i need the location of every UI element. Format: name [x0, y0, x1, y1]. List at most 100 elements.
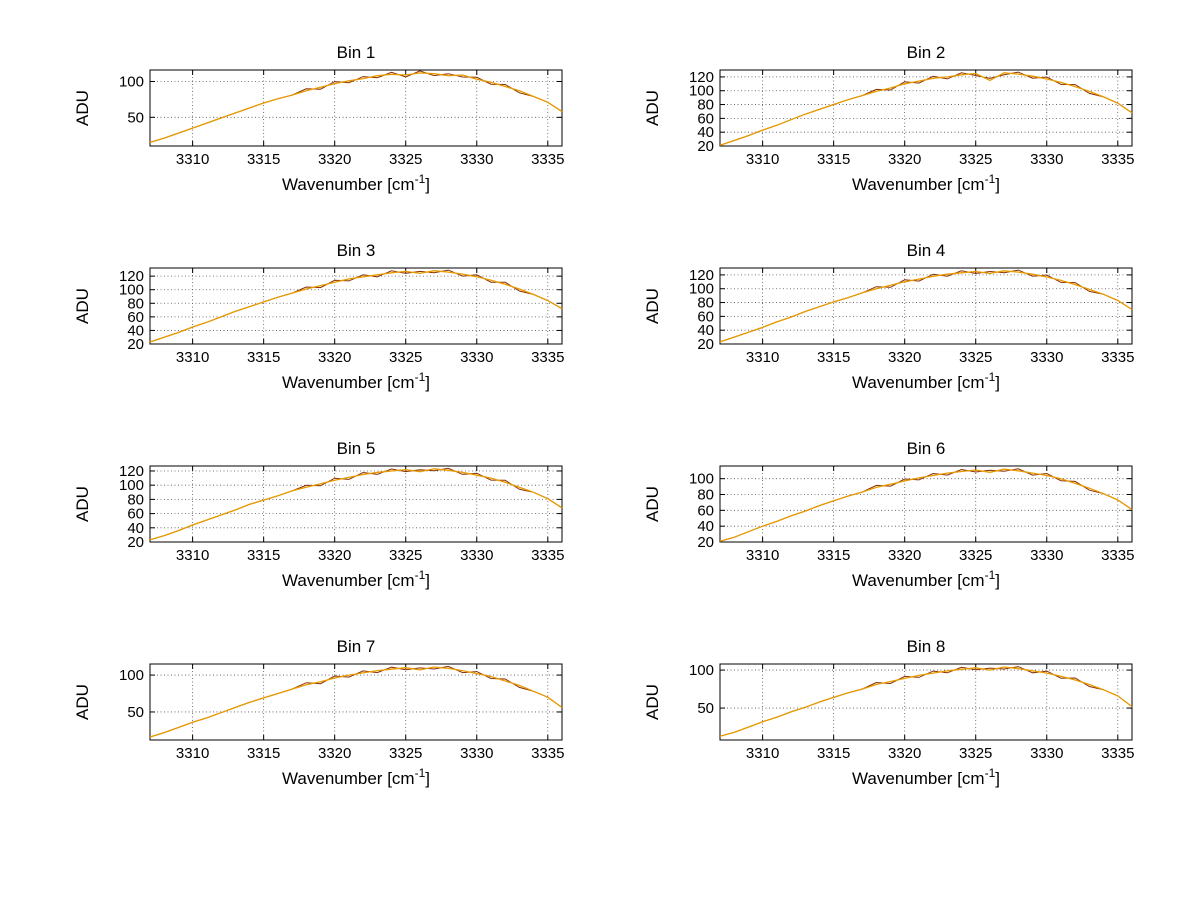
- raw-series-line: [149, 467, 563, 541]
- x-tick-label: 3325: [959, 745, 992, 762]
- y-tick-label: 80: [697, 295, 714, 312]
- y-axis-label: ADU: [643, 288, 662, 324]
- y-tick-label: 100: [119, 73, 144, 90]
- y-tick-label: 40: [127, 322, 144, 339]
- y-tick-label: 20: [127, 534, 144, 551]
- plot-title: Bin 3: [337, 241, 376, 260]
- y-tick-label: 100: [689, 471, 714, 488]
- y-tick-label: 120: [119, 268, 144, 285]
- series-line: [719, 468, 1133, 542]
- x-axis-label: Wavenumber [cm-1]: [852, 172, 1000, 194]
- x-tick-label: 3315: [247, 745, 280, 762]
- x-tick-label: 3325: [959, 151, 992, 168]
- x-tick-label: 3320: [318, 547, 351, 564]
- x-tick-label: 3315: [247, 151, 280, 168]
- y-tick-label: 20: [697, 138, 714, 155]
- x-tick-label: 3320: [888, 547, 921, 564]
- x-tick-label: 3325: [389, 151, 422, 168]
- x-tick-label: 3325: [389, 745, 422, 762]
- series-line: [149, 666, 563, 738]
- x-axis-label: Wavenumber [cm-1]: [852, 370, 1000, 392]
- plot-box: [149, 69, 563, 147]
- x-tick-label: 3310: [176, 547, 209, 564]
- x-tick-label: 3330: [460, 745, 493, 762]
- x-axis-label: Wavenumber [cm-1]: [282, 172, 430, 194]
- y-tick-label: 120: [119, 463, 144, 480]
- plot-title: Bin 8: [907, 637, 946, 656]
- series-line: [149, 270, 563, 343]
- y-axis-label: ADU: [73, 684, 92, 720]
- plot-title: Bin 2: [907, 43, 946, 62]
- x-tick-label: 3330: [1030, 349, 1063, 366]
- y-tick-label: 120: [689, 267, 714, 284]
- y-axis-label: ADU: [643, 684, 662, 720]
- y-tick-label: 40: [697, 518, 714, 535]
- x-tick-label: 3335: [531, 745, 564, 762]
- y-tick-label: 50: [127, 109, 144, 126]
- x-tick-label: 3330: [460, 349, 493, 366]
- series-line: [149, 72, 563, 144]
- x-tick-label: 3330: [1030, 745, 1063, 762]
- y-tick-label: 100: [689, 662, 714, 679]
- x-tick-label: 3315: [247, 349, 280, 366]
- x-tick-label: 3330: [460, 547, 493, 564]
- x-axis-label: Wavenumber [cm-1]: [852, 568, 1000, 590]
- raw-series-line: [719, 666, 1133, 737]
- y-tick-label: 60: [697, 110, 714, 127]
- x-tick-label: 3335: [1101, 349, 1134, 366]
- x-tick-label: 3335: [531, 349, 564, 366]
- x-tick-label: 3310: [176, 745, 209, 762]
- x-tick-label: 3335: [531, 151, 564, 168]
- y-axis-label: ADU: [73, 90, 92, 126]
- x-tick-label: 3335: [1101, 151, 1134, 168]
- raw-series-line: [149, 665, 563, 738]
- x-axis-label: Wavenumber [cm-1]: [282, 766, 430, 788]
- x-tick-label: 3315: [817, 151, 850, 168]
- x-axis-label: Wavenumber [cm-1]: [852, 766, 1000, 788]
- x-tick-label: 3330: [460, 151, 493, 168]
- y-tick-label: 60: [127, 506, 144, 523]
- y-tick-label: 40: [127, 520, 144, 537]
- plot-box: [719, 267, 1133, 345]
- x-tick-label: 3315: [817, 547, 850, 564]
- plot-box: [719, 69, 1133, 147]
- x-tick-label: 3320: [318, 349, 351, 366]
- x-axis-label: Wavenumber [cm-1]: [282, 370, 430, 392]
- plot-title: Bin 5: [337, 439, 376, 458]
- x-tick-label: 3325: [389, 547, 422, 564]
- x-tick-label: 3330: [1030, 151, 1063, 168]
- y-axis-label: ADU: [73, 486, 92, 522]
- y-tick-label: 20: [697, 336, 714, 353]
- raw-series-line: [719, 468, 1133, 542]
- x-tick-label: 3315: [817, 745, 850, 762]
- x-tick-label: 3320: [318, 151, 351, 168]
- subplot-bin-1: 3310 3315 3320 3325 3330 3335 50 100 Bin 1 ADU Wav…: [73, 43, 564, 194]
- x-axis-label: Wavenumber [cm-1]: [282, 568, 430, 590]
- x-tick-label: 3325: [389, 349, 422, 366]
- y-tick-label: 100: [689, 83, 714, 100]
- raw-series-line: [719, 71, 1133, 146]
- series-line: [719, 270, 1133, 343]
- plot-title: Bin 1: [337, 43, 376, 62]
- y-tick-label: 100: [119, 477, 144, 494]
- plot-box: [149, 663, 563, 741]
- x-tick-label: 3310: [176, 151, 209, 168]
- plot-box: [719, 465, 1133, 543]
- x-tick-label: 3320: [888, 745, 921, 762]
- y-tick-label: 80: [127, 491, 144, 508]
- y-tick-label: 80: [697, 487, 714, 504]
- series-line: [719, 72, 1133, 146]
- plot-title: Bin 6: [907, 439, 946, 458]
- y-tick-label: 120: [689, 69, 714, 86]
- plot-title: Bin 4: [907, 241, 946, 260]
- plot-title: Bin 7: [337, 637, 376, 656]
- y-tick-label: 20: [127, 336, 144, 353]
- raw-series-line: [149, 269, 563, 343]
- y-tick-label: 20: [697, 534, 714, 551]
- subplot-bin-8: 3310 3315 3320 3325 3330 3335 50 100 Bin 8 ADU Wav…: [643, 637, 1134, 788]
